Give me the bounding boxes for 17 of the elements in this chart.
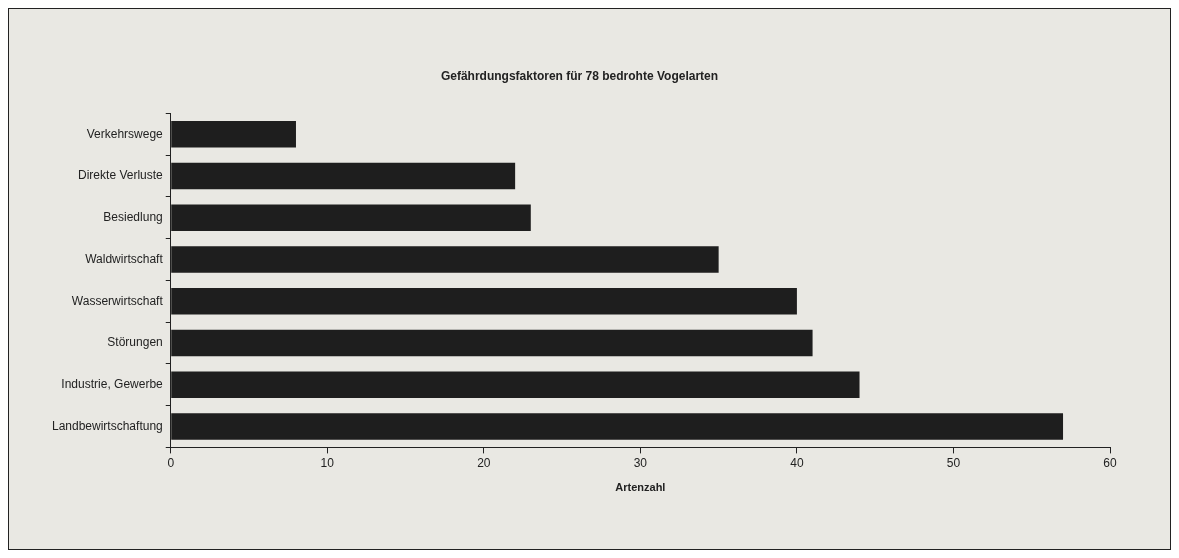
x-tick-label: 50 bbox=[946, 455, 961, 470]
x-tick-label: 20 bbox=[477, 455, 491, 470]
x-tick-label: 10 bbox=[320, 455, 335, 470]
y-tick-label: Verkehrswege bbox=[86, 126, 164, 141]
y-tick-label: Landbewirtschaftung bbox=[51, 418, 163, 433]
x-tick-label: 30 bbox=[633, 455, 648, 470]
x-axis-title: Artenzahl bbox=[615, 481, 666, 494]
chart-title: Gefährdungsfaktoren für 78 bedrohte Vogelarten bbox=[440, 68, 719, 83]
y-tick-label: Industrie, Gewerbe bbox=[61, 377, 164, 392]
x-tick-label: 60 bbox=[1103, 455, 1117, 470]
y-tick-label: Direkte Verluste bbox=[78, 168, 164, 183]
y-tick-label: Störungen bbox=[107, 335, 163, 350]
y-tick-label: Waldwirtschaft bbox=[85, 251, 164, 266]
x-tick-label: 40 bbox=[790, 455, 804, 470]
y-tick-label: Wasserwirtschaft bbox=[71, 293, 164, 308]
y-tick-label: Besiedlung bbox=[103, 210, 163, 225]
x-tick-label: 0 bbox=[167, 455, 175, 470]
